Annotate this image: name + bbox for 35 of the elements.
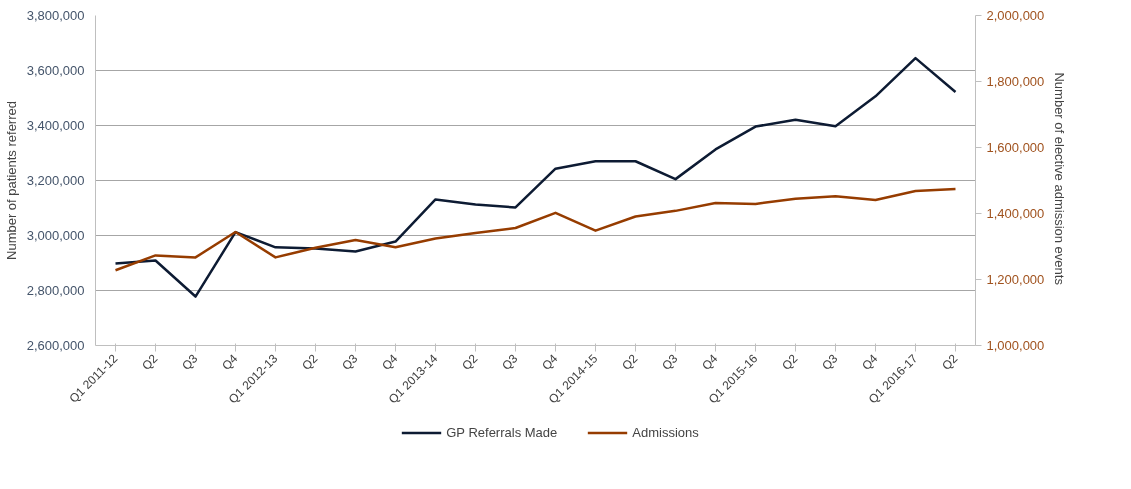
x-tick-label: Q4 bbox=[859, 351, 881, 373]
x-tick-label: Q2 bbox=[939, 351, 961, 373]
legend-label: Admissions bbox=[632, 424, 699, 440]
y-axis-title: Number of patients referred bbox=[3, 101, 19, 260]
x-tick-label: Q3 bbox=[819, 351, 841, 373]
x-tick-label: Q2 bbox=[459, 351, 481, 373]
y2-tick-label: 1,400,000 bbox=[986, 206, 1045, 221]
line-series bbox=[114, 187, 957, 272]
x-tick-label: Q3 bbox=[659, 351, 681, 373]
x-tick-label: Q4 bbox=[379, 351, 401, 373]
y-tick-label: 3,600,000 bbox=[26, 63, 85, 78]
x-tick-label: Q2 bbox=[619, 351, 641, 373]
y2-tick-label: 2,000,000 bbox=[986, 8, 1045, 23]
legend-label: GP Referrals Made bbox=[446, 424, 558, 440]
y2-axis-title: Number of elective admission events bbox=[1052, 72, 1068, 286]
y2-tick-label: 1,800,000 bbox=[986, 74, 1045, 89]
y-tick-label: 3,000,000 bbox=[26, 228, 85, 243]
x-tick-label: Q4 bbox=[219, 351, 241, 373]
y2-tick-label: 1,000,000 bbox=[986, 338, 1045, 353]
x-tick-label: Q2 bbox=[299, 351, 321, 373]
y-tick-label: 3,400,000 bbox=[26, 118, 85, 133]
y-tick-label: 2,600,000 bbox=[26, 338, 85, 353]
y-tick-label: 3,200,000 bbox=[26, 173, 85, 188]
y-tick-label: 2,800,000 bbox=[26, 283, 85, 298]
line-series bbox=[114, 56, 957, 298]
x-tick-label: Q2 bbox=[779, 351, 801, 373]
x-tick-label: Q4 bbox=[539, 351, 561, 373]
y2-tick-label: 1,600,000 bbox=[986, 140, 1045, 155]
x-tick-label: Q3 bbox=[499, 351, 521, 373]
y-tick-label: 3,800,000 bbox=[26, 8, 85, 23]
x-tick-label: Q4 bbox=[699, 351, 721, 373]
x-tick-label: Q3 bbox=[339, 351, 361, 373]
x-tick-label: Q2 bbox=[139, 351, 161, 373]
y2-tick-label: 1,200,000 bbox=[986, 272, 1045, 287]
x-tick-label: Q3 bbox=[179, 351, 201, 373]
